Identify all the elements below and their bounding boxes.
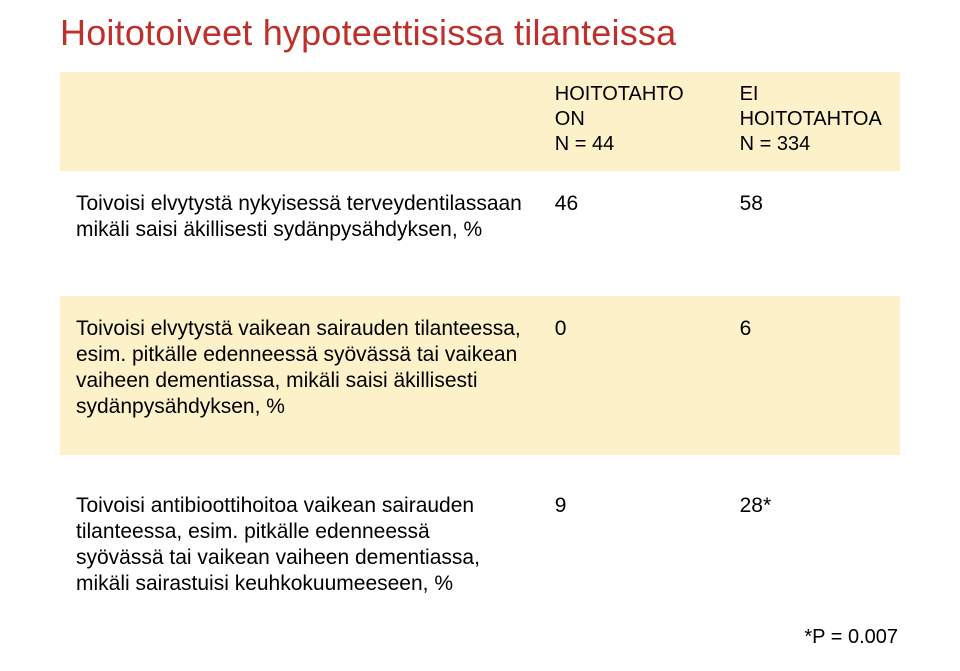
header-col-2-line1: EI — [740, 83, 759, 105]
table-row: Toivoisi elvytystä nykyisessä terveydent… — [60, 171, 900, 278]
row-value-2: 28* — [724, 473, 900, 632]
row-value-1: 9 — [539, 473, 724, 632]
header-col-1: HOITOTAHTO ON N = 44 — [539, 72, 724, 171]
row-label: Toivoisi antibioottihoitoa vaikean saira… — [60, 473, 539, 632]
row-value-1: 0 — [539, 296, 724, 455]
slide-title: Hoitotoiveet hypoteettisissa tilanteissa — [60, 12, 900, 54]
spacer — [60, 278, 900, 296]
row-value-2: 58 — [724, 171, 900, 278]
row-value-2: 6 — [724, 296, 900, 455]
header-col-1-line1: HOITOTAHTO — [555, 83, 684, 105]
data-table: HOITOTAHTO ON N = 44 EI HOITOTAHTOA N = … — [60, 72, 900, 632]
table-row: Toivoisi elvytystä vaikean sairauden til… — [60, 296, 900, 455]
header-col-2: EI HOITOTAHTOA N = 334 — [724, 72, 900, 171]
table-header-row: HOITOTAHTO ON N = 44 EI HOITOTAHTOA N = … — [60, 72, 900, 171]
table-row: Toivoisi antibioottihoitoa vaikean saira… — [60, 473, 900, 632]
row-label: Toivoisi elvytystä vaikean sairauden til… — [60, 296, 539, 455]
footnote: *P = 0.007 — [804, 626, 898, 649]
slide: Hoitotoiveet hypoteettisissa tilanteissa… — [0, 0, 960, 671]
row-label: Toivoisi elvytystä nykyisessä terveydent… — [60, 171, 539, 278]
header-col-2-line2: HOITOTAHTOA — [740, 108, 882, 130]
header-col-1-line2: ON — [555, 108, 585, 130]
spacer — [60, 455, 900, 473]
header-col-2-line3: N = 334 — [740, 133, 811, 155]
row-value-1: 46 — [539, 171, 724, 278]
header-col-1-line3: N = 44 — [555, 133, 614, 155]
header-empty — [60, 72, 539, 171]
